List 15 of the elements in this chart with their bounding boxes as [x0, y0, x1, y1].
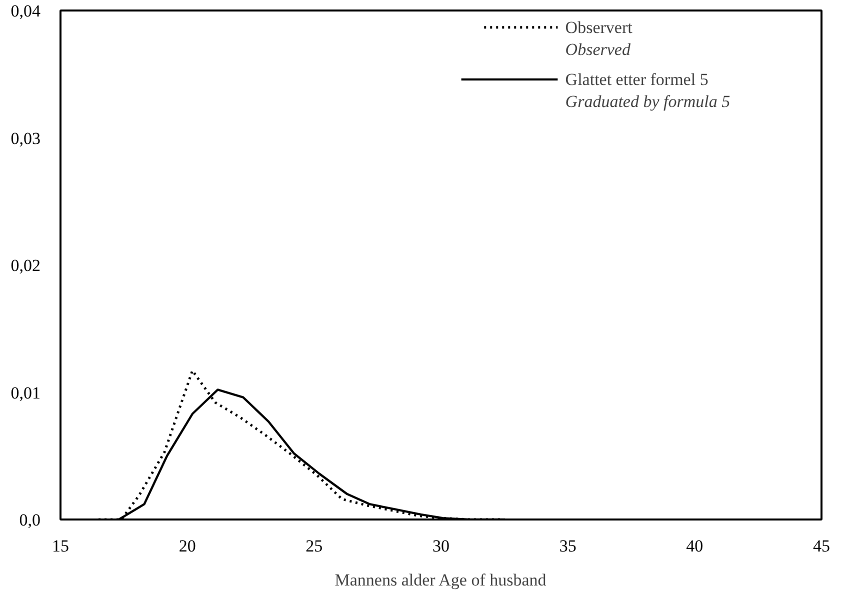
legend-label: Observert Observed: [565, 18, 633, 60]
y-tick-label: 0,03: [10, 128, 40, 148]
y-tick-label: 0,01: [10, 383, 40, 402]
x-tick-label: 45: [813, 536, 830, 556]
x-axis-title: Mannens alder Age of husband: [334, 570, 547, 590]
y-tick-label: 0,0: [19, 510, 40, 530]
x-tick-label: 30: [432, 536, 450, 556]
x-tick-label: 40: [686, 536, 704, 556]
text: Glattet etter formel 5 Graduated by formula 5: [565, 70, 730, 112]
x-tick-label: 35: [559, 536, 576, 556]
y-tick-label: 0,02: [10, 256, 40, 275]
y-tick-label: 0,04: [10, 2, 41, 20]
x-tick-label: 20: [178, 536, 196, 556]
x-tick-label: 15: [52, 536, 69, 556]
x-tick-label: 25: [306, 536, 323, 556]
